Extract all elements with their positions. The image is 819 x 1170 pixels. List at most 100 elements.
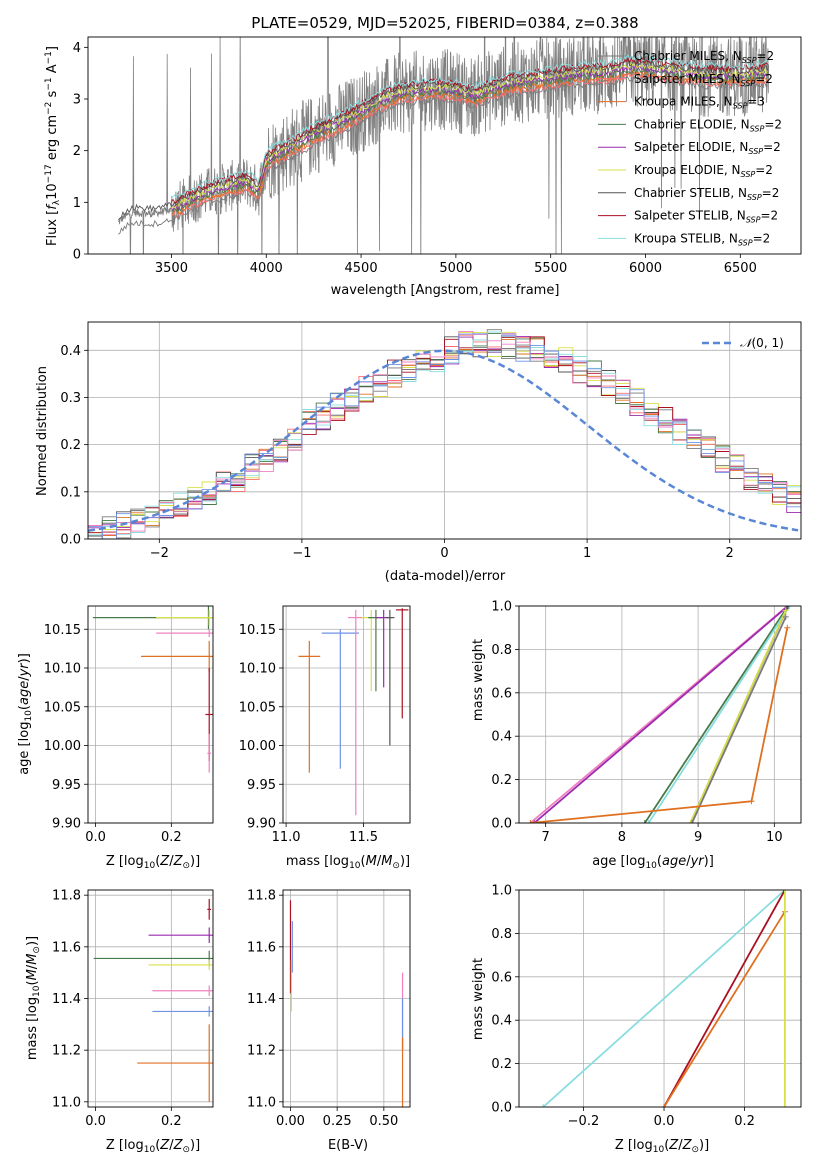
y-tick-label: 0.8 bbox=[491, 927, 512, 942]
legend-label: Salpeter MILES, NSSP=2 bbox=[634, 72, 773, 88]
y-tick-label: 0.2 bbox=[60, 438, 81, 453]
axes-frame bbox=[518, 605, 802, 824]
cumulative-marker bbox=[784, 624, 791, 631]
x-tick-label: 11.0 bbox=[272, 830, 301, 845]
y-tick-label: 3 bbox=[73, 93, 81, 108]
cumulative-metallicity-panel: −0.2 0.0 0.2 0.0 0.2 0.4 0.6 0.8 1.0 bbox=[491, 884, 802, 1129]
y-tick-label: 0.1 bbox=[60, 485, 81, 500]
y-tick-label: 0.0 bbox=[491, 1101, 512, 1116]
figure-title: PLATE=0529, MJD=52025, FIBERID=0384, z=0… bbox=[251, 14, 638, 32]
x-tick-label: 5000 bbox=[439, 261, 472, 276]
y-tick-label: 9.90 bbox=[247, 817, 276, 832]
x-tick-label: 0.0 bbox=[85, 1114, 106, 1129]
y-tick-label: 10.15 bbox=[44, 623, 81, 638]
cumulative-marker bbox=[748, 798, 755, 805]
massz-xlabel: Z [log10(Z/Z⊙)] bbox=[106, 1138, 200, 1155]
axes-frame bbox=[87, 36, 802, 255]
spectrum-plot: 3500 4000 4500 5000 5500 6000 6500 0 1 2 3 4 bbox=[73, 36, 802, 276]
x-tick-label: 5500 bbox=[534, 261, 567, 276]
age-vs-mass-panel: 11.0 11.5 9.90 9.95 10.00 10.05 10.10 10.15 bbox=[239, 605, 411, 845]
x-tick-label: 2 bbox=[726, 546, 734, 561]
plot-area bbox=[88, 329, 801, 539]
x-tick-label: 10 bbox=[766, 830, 783, 845]
cumulative-line bbox=[663, 911, 786, 1107]
y-tick-label: 10.05 bbox=[44, 700, 81, 715]
axes-frame bbox=[518, 889, 802, 1108]
x-tick-label: 0.25 bbox=[323, 1114, 352, 1129]
cumulative-marker bbox=[781, 890, 788, 893]
cumulative-marker bbox=[781, 1104, 788, 1107]
x-tick-label: −2 bbox=[150, 546, 169, 561]
y-tick-label: 10.00 bbox=[239, 739, 276, 754]
model-curve bbox=[171, 71, 768, 218]
residual-histogram-plot: −2 −1 0 1 2 0.0 0.1 0.2 0.3 0.4 bbox=[60, 321, 802, 561]
y-tick-label: 11.2 bbox=[247, 1044, 276, 1059]
y-tick-label: 0.6 bbox=[491, 970, 512, 985]
cumulative-line bbox=[533, 606, 789, 823]
cumulative-marker bbox=[527, 820, 534, 823]
legend-label: Kroupa ELODIE, NSSP=2 bbox=[634, 163, 773, 179]
residual-ylabel: Normed distribution bbox=[35, 366, 50, 496]
y-tick-label: 9.95 bbox=[247, 778, 276, 793]
y-tick-label: 11.2 bbox=[52, 1044, 81, 1059]
plot-area bbox=[93, 899, 213, 1102]
plot-area bbox=[298, 608, 409, 816]
plot-area bbox=[289, 900, 404, 1107]
legend-label: Kroupa MILES, NSSP=3 bbox=[634, 95, 765, 111]
cumulative-line bbox=[542, 890, 786, 1107]
x-tick-label: 0.2 bbox=[161, 1114, 182, 1129]
massebv-xlabel: E(B-V) bbox=[328, 1138, 368, 1153]
cumulative-marker bbox=[645, 820, 652, 823]
y-tick-label: 4 bbox=[73, 41, 81, 56]
y-tick-label: 1.0 bbox=[491, 884, 512, 899]
x-tick-label: 0.0 bbox=[85, 830, 106, 845]
y-tick-label: 9.90 bbox=[52, 817, 81, 832]
cumulative-line bbox=[647, 606, 791, 823]
y-tick-label: 0 bbox=[73, 248, 81, 263]
x-tick-label: 0.50 bbox=[369, 1114, 398, 1129]
axes-frame bbox=[87, 889, 214, 1108]
y-tick-label: 11.6 bbox=[247, 940, 276, 955]
y-tick-label: 11.8 bbox=[52, 889, 81, 904]
x-tick-label: 3500 bbox=[155, 261, 188, 276]
cumz-ylabel: mass weight bbox=[471, 958, 486, 1040]
legend-label: Salpeter ELODIE, NSSP=2 bbox=[634, 140, 781, 156]
x-tick-label: 0.2 bbox=[734, 1114, 755, 1129]
x-tick-label: 6500 bbox=[724, 261, 757, 276]
axes-frame bbox=[282, 889, 411, 1108]
y-tick-label: 0.2 bbox=[491, 1057, 512, 1072]
plot-area bbox=[117, 37, 770, 254]
x-tick-label: 11.5 bbox=[349, 830, 378, 845]
cumulative-marker bbox=[531, 820, 538, 823]
x-tick-label: 0 bbox=[440, 546, 448, 561]
legend-label: Chabrier STELIB, NSSP=2 bbox=[634, 186, 779, 202]
cumulative-marker bbox=[785, 606, 792, 609]
y-tick-label: 2 bbox=[73, 144, 81, 159]
y-tick-label: 1.0 bbox=[491, 600, 512, 615]
cumulative-line bbox=[691, 616, 787, 823]
spectrum-xlabel: wavelength [Angstrom, rest frame] bbox=[331, 283, 560, 298]
cumulative-marker bbox=[540, 1104, 547, 1107]
mass-vs-metallicity-panel: 0.0 0.2 11.0 11.2 11.4 11.6 11.8 bbox=[52, 889, 214, 1129]
legend-label: Chabrier ELODIE, NSSP=2 bbox=[634, 117, 782, 133]
model-curve bbox=[171, 64, 768, 212]
histogram-step bbox=[88, 333, 801, 539]
residual-histogram-panel: −2 −1 0 1 2 0.0 0.1 0.2 0.3 0.4 𝒩(0, 1) (data-mod… bbox=[35, 321, 802, 584]
x-tick-label: 8 bbox=[618, 830, 626, 845]
cumulative-line bbox=[663, 890, 786, 1107]
cumz-xlabel: Z [log10(Z/Z⊙)] bbox=[615, 1138, 709, 1155]
cumage-xlabel: age [log10(age/yr)] bbox=[592, 854, 714, 871]
agem-xlabel: mass [log10(M/M⊙)] bbox=[286, 854, 410, 871]
axes-frame bbox=[282, 605, 411, 824]
x-tick-label: 0.2 bbox=[161, 830, 182, 845]
axes-frame bbox=[87, 605, 214, 824]
plot-area bbox=[527, 606, 793, 823]
y-tick-label: 11.4 bbox=[52, 992, 81, 1007]
x-tick-label: 9 bbox=[694, 830, 702, 845]
plot-area bbox=[540, 890, 788, 1107]
y-tick-label: 11.8 bbox=[247, 889, 276, 904]
x-tick-label: 4500 bbox=[345, 261, 378, 276]
residual-xlabel: (data-model)/error bbox=[385, 569, 506, 584]
cumulative-marker bbox=[661, 1104, 668, 1107]
